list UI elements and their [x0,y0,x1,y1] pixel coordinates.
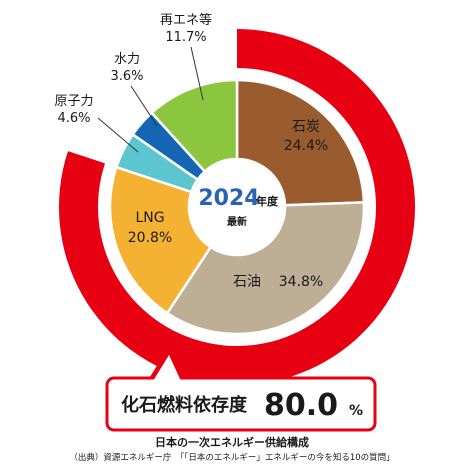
center-latest-note: 最新 [227,215,247,228]
leader-line-nuclear [97,117,139,153]
center-year: 2024 [198,186,259,211]
slice-layer [108,78,366,336]
center-hole [189,159,285,255]
callout-value: 80.0 [264,388,338,423]
callout-pointer-inner [153,355,181,381]
callout-label: 化石燃料依存度 [121,394,248,416]
slice-label-coal-value: 24.4% [284,138,328,154]
leader-line-hydro [130,85,158,127]
slice-label-renewable-value: 11.7% [165,30,206,45]
center-year-suffix: 年度 [256,194,279,208]
slice-label-lng-value: 20.8% [128,230,172,246]
slice-label-hydro-value: 3.6% [110,69,143,84]
slice-label-oil-value: 34.8% [279,274,323,290]
slice-label-coal-name: 石炭 [292,119,320,135]
slice-label-renewable-name: 再エネ等 [160,12,212,28]
slice-label-lng-name: LNG [135,210,164,226]
slice-label-hydro-name: 水力 [114,52,140,67]
footer-source: （出典）資源エネルギー庁 「「日本のエネルギー」エネルギーの今を知る10の質問」 [69,452,394,463]
slice-label-nuclear-value: 4.6% [57,111,90,126]
callout-box [105,376,377,432]
callout-unit: % [349,403,363,419]
fossil-dependency-callout: 化石燃料依存度 80.0 % [105,345,377,432]
slice-label-nuclear-name: 原子力 [54,94,93,109]
footer-title: 日本の一次エネルギー供給構成 [155,435,309,449]
slice-label-oil-name: 石油 [233,274,261,290]
leader-line-renewable [190,46,204,101]
